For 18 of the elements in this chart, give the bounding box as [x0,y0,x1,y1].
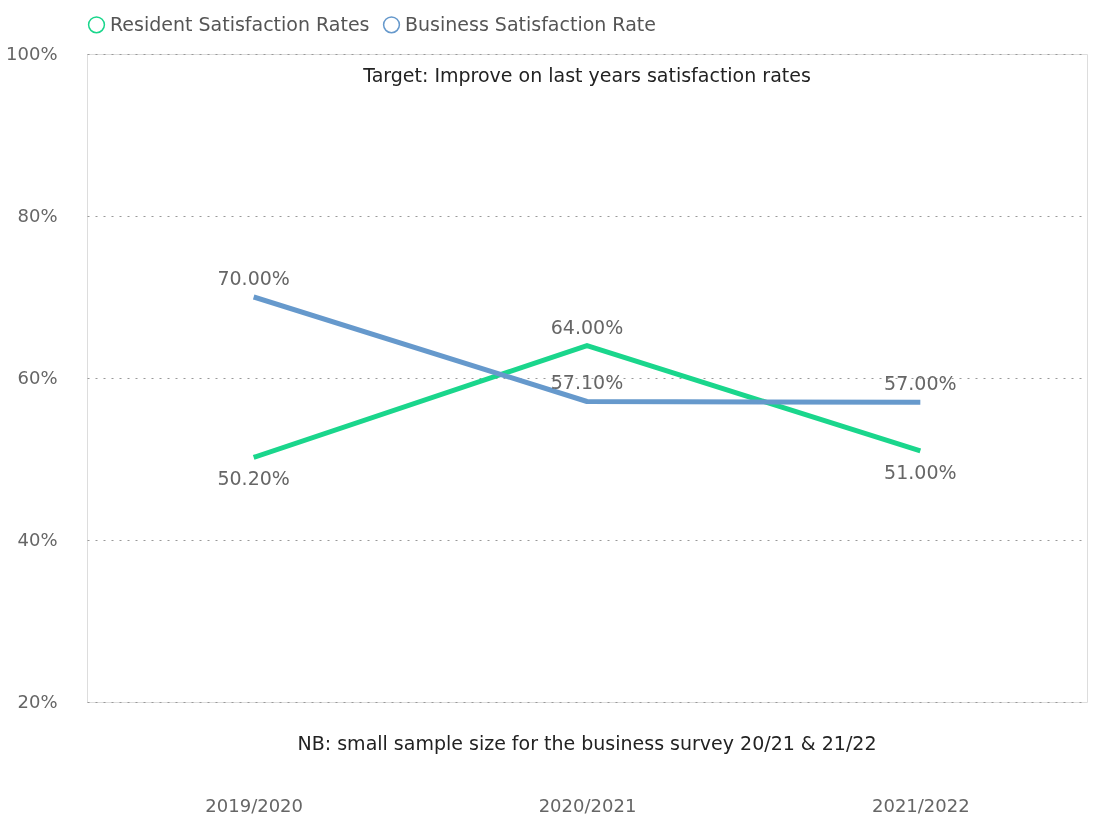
x-tick-label: 2020/2021 [538,794,637,816]
data-label: 70.00% [217,267,290,289]
text: NB: small sample size for the business survey 20/21 & 21/22 [297,732,877,754]
y-tick-label: 80% [17,204,58,226]
y-tick-label: 60% [17,366,58,388]
y-tick-label: 40% [17,528,58,550]
data-label: 51.00% [884,460,957,483]
annotation: Target: Improve on last years satisfaction rates [362,64,811,86]
data-label: 57.10% [550,371,624,394]
y-tick-label: 100% [6,42,58,64]
data-label: 50.20% [217,467,290,490]
x-tick-label: 2019/2020 [205,794,304,816]
y-tick-label: 20% [17,690,58,712]
x-tick-label: 2021/2022 [871,794,970,816]
legend-label: Business Satisfaction Rate [405,12,656,35]
data-label: 64.00% [550,315,624,338]
data-label: 57.00% [884,372,957,395]
legend-label: Resident Satisfaction Rates [110,12,370,35]
